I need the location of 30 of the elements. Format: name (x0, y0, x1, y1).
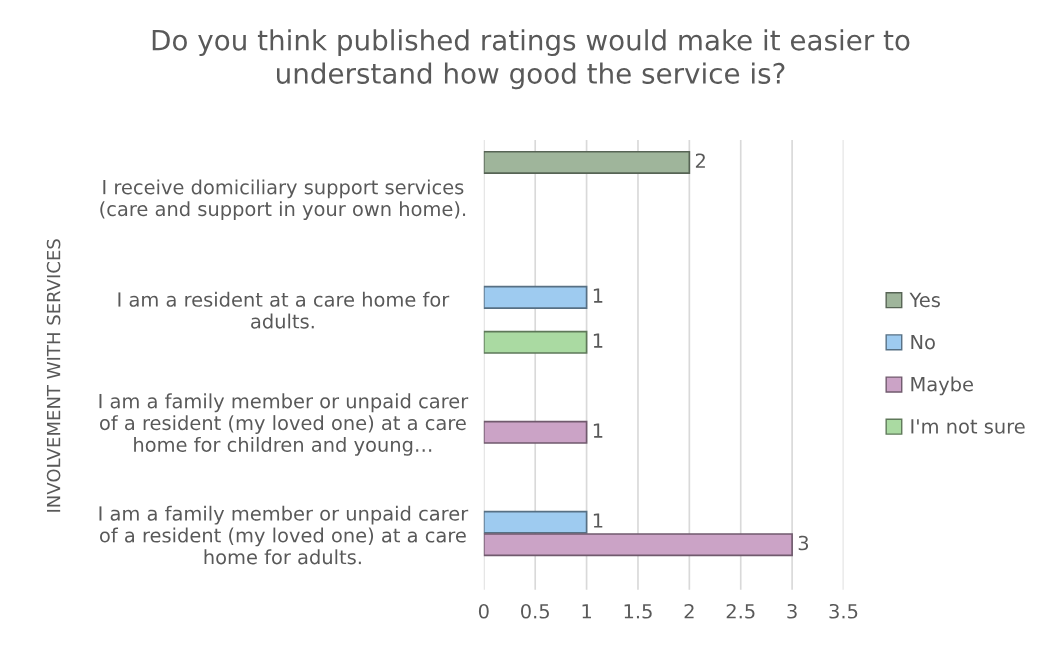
bar (483, 533, 793, 557)
y-tick-label: I am a family member or unpaid carer of a resident (my loved one) at a care home for children and young… (99, 393, 469, 456)
legend-label: I'm not sure (911, 419, 1025, 434)
legend-label: Yes (909, 292, 940, 308)
y-tick-label: I am a resident at a care home for adults. (118, 291, 450, 329)
x-tick-label: 1.5 (624, 604, 652, 619)
bar (483, 285, 588, 309)
bar (483, 420, 588, 444)
x-tick-label: 3.5 (829, 603, 858, 619)
y-tick-label: I receive domiciliary support services (care and support in your own home). (100, 179, 466, 220)
data-label: 1 (593, 333, 603, 348)
x-tick-label: 3 (787, 603, 797, 619)
chart-title: Do you think published ratings would make it easier to understand how good the service is? (152, 29, 910, 90)
x-tick-label: 0.5 (521, 603, 549, 619)
x-tick-label: 0 (478, 603, 489, 619)
y-axis-title: INVOLVEMENT WITH SERVICES (46, 239, 61, 512)
bar (483, 150, 691, 174)
x-tick-label: 1 (582, 604, 591, 619)
data-label: 3 (798, 535, 809, 551)
data-label: 1 (593, 513, 603, 528)
data-label: 1 (593, 423, 603, 438)
legend-label: Maybe (911, 376, 973, 396)
data-label: 1 (593, 288, 603, 303)
bar (483, 510, 588, 534)
y-tick-label: I am a family member or unpaid carer of a resident (my loved one) at a care home for adults. (99, 505, 469, 565)
x-tick-label: 2.5 (726, 603, 755, 619)
x-tick-label: 2 (684, 603, 694, 619)
legend-label: No (911, 334, 935, 350)
data-label: 2 (695, 153, 705, 168)
bar (483, 330, 588, 354)
